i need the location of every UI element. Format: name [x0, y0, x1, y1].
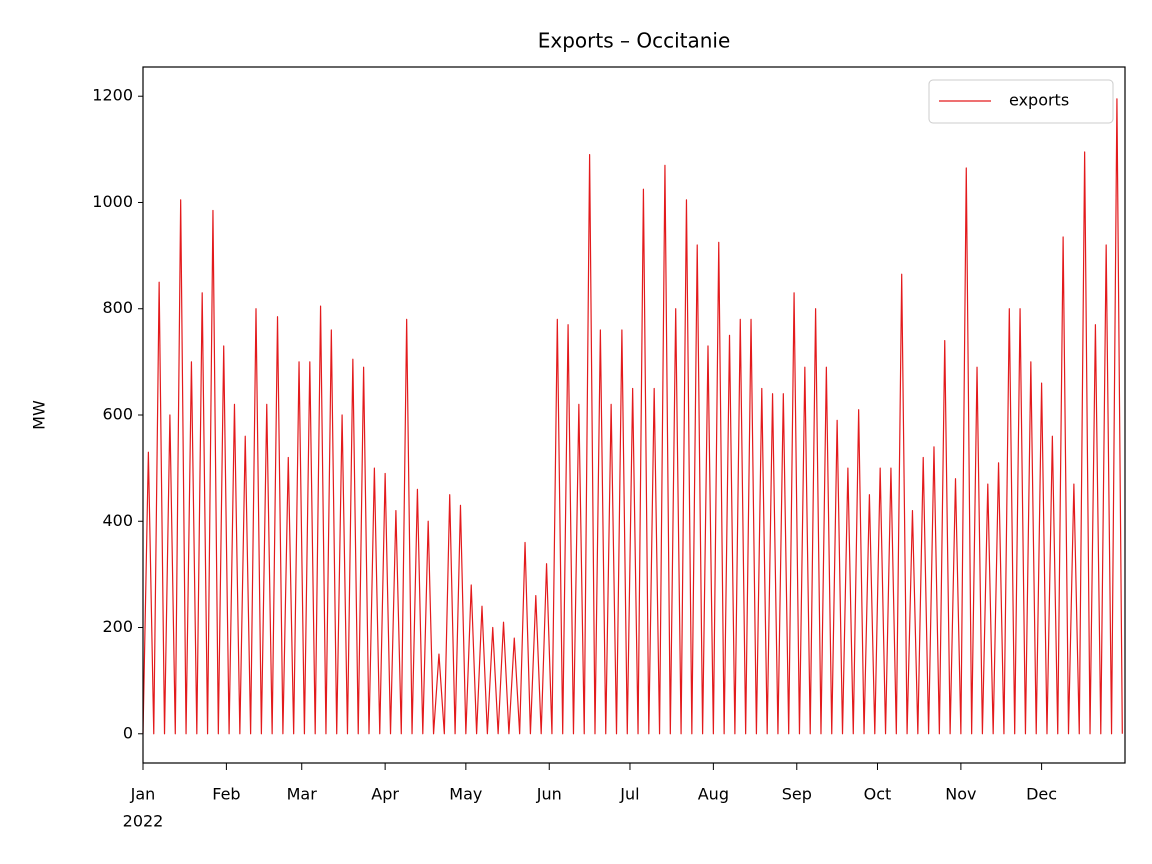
x-year-label: 2022: [123, 812, 164, 831]
x-tick-label: Feb: [212, 785, 240, 804]
x-tick-label: Aug: [698, 785, 729, 804]
x-tick-label: Mar: [287, 785, 318, 804]
x-tick-label: Jun: [536, 785, 562, 804]
x-tick-label: May: [449, 785, 482, 804]
x-tick-label: Nov: [945, 785, 976, 804]
plot-frame: [142, 66, 1126, 764]
x-tick-label: Apr: [371, 785, 399, 804]
y-tick-label: 600: [102, 405, 133, 424]
chart-title: Exports – Occitanie: [538, 29, 731, 53]
x-tick-label: Jul: [619, 785, 639, 804]
x-tick-label: Oct: [864, 785, 892, 804]
y-tick-label: 200: [102, 617, 133, 636]
y-tick-label: 800: [102, 298, 133, 317]
legend-label: exports: [1009, 91, 1069, 110]
y-tick-label: 0: [123, 723, 133, 742]
y-tick-label: 400: [102, 511, 133, 530]
x-tick-label: Jan: [130, 785, 156, 804]
x-tick-label: Sep: [782, 785, 812, 804]
legend-box: [928, 79, 1114, 124]
y-tick-label: 1200: [92, 86, 133, 105]
x-tick-label: Dec: [1026, 785, 1057, 804]
y-axis-label: MW: [30, 400, 49, 430]
series-line: [142, 98, 1123, 735]
y-tick-label: 1000: [92, 192, 133, 211]
